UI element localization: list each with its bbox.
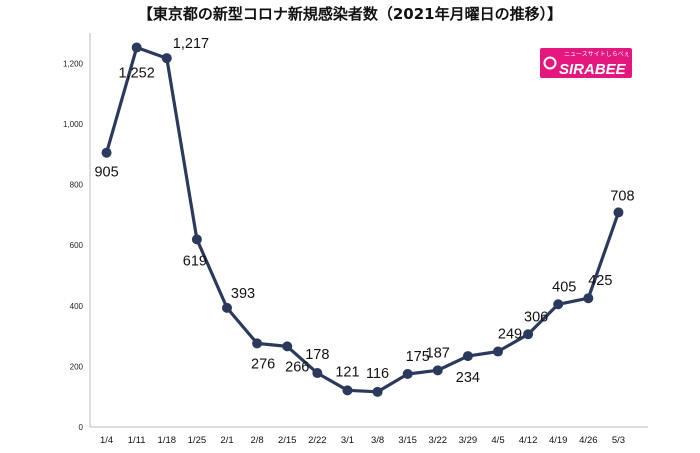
logo-name: SIRABEE [559, 61, 627, 78]
data-label: 249 [498, 327, 522, 343]
series-polyline [105, 45, 621, 394]
y-axis-ticks: 0 200 400 600 800 1,000 1,200 [63, 59, 84, 432]
axes [89, 33, 648, 428]
x-tick-label: 3/1 [341, 435, 354, 446]
data-point [101, 147, 112, 158]
x-tick-label: 2/22 [308, 435, 327, 446]
data-point [613, 207, 624, 218]
data-label: 1,217 [173, 36, 209, 52]
logo-mark-icon [543, 56, 557, 70]
data-label: 234 [456, 370, 480, 386]
logo-tagline: ニュースサイトしらべぇ [564, 51, 630, 58]
data-label: 393 [231, 286, 255, 302]
data-label: 708 [610, 188, 634, 204]
x-axis-ticks: 1/4 1/11 1/18 1/25 2/1 2/8 2/15 2/22 3/1 3/8 3/15 3… [100, 435, 625, 446]
data-label: 1,252 [119, 66, 155, 82]
x-tick-label: 2/8 [251, 435, 264, 446]
x-tick-label: 3/15 [398, 435, 417, 446]
sirabee-logo: ニュースサイトしらべぇ SIRABEE [540, 48, 632, 78]
data-point [342, 385, 353, 396]
data-point [282, 341, 293, 352]
data-point [161, 53, 172, 64]
data-points [101, 42, 624, 397]
x-tick-label: 2/15 [278, 435, 297, 446]
data-point [131, 42, 142, 53]
x-tick-label: 1/18 [158, 435, 177, 446]
data-point [462, 351, 473, 362]
series-line [105, 45, 621, 394]
x-tick-label: 4/12 [519, 435, 538, 446]
data-point [222, 302, 233, 313]
data-point [252, 338, 263, 349]
data-label: 276 [251, 356, 275, 372]
logo-background [540, 48, 632, 78]
x-tick-label: 3/29 [459, 435, 478, 446]
data-point [432, 365, 443, 376]
x-tick-label: 1/11 [128, 435, 146, 446]
data-point [372, 386, 383, 397]
y-tick-label: 400 [70, 302, 84, 311]
data-label: 178 [305, 347, 329, 363]
x-tick-label: 4/5 [491, 435, 504, 446]
x-tick-label: 4/26 [579, 435, 598, 446]
x-tick-label: 2/1 [220, 435, 233, 446]
data-label: 116 [366, 366, 389, 382]
data-label: 619 [183, 253, 207, 269]
data-label: 187 [426, 345, 450, 361]
data-point [553, 299, 564, 310]
x-tick-label: 5/3 [612, 435, 625, 446]
x-tick-label: 3/22 [429, 435, 448, 446]
x-tick-label: 1/25 [188, 435, 207, 446]
data-label: 905 [94, 165, 118, 181]
data-label: 306 [524, 309, 548, 325]
data-label: 121 [335, 364, 359, 380]
chart-title: 【東京都の新型コロナ新規感染者数（2021年月曜日の推移）】 [138, 5, 562, 23]
y-tick-label: 1,000 [63, 120, 84, 129]
data-point [583, 293, 594, 304]
data-label: 425 [588, 273, 612, 289]
y-tick-label: 200 [70, 362, 84, 371]
y-tick-label: 800 [70, 181, 84, 190]
x-tick-label: 4/19 [549, 435, 568, 446]
data-point [191, 234, 202, 245]
x-tick-label: 3/8 [371, 435, 384, 446]
data-point [312, 368, 323, 379]
x-tick-label: 1/4 [100, 435, 113, 446]
data-point [523, 329, 534, 340]
data-point [493, 346, 504, 357]
data-label: 405 [552, 279, 576, 295]
y-tick-label: 0 [79, 423, 84, 432]
data-point [402, 368, 413, 379]
y-tick-label: 600 [70, 241, 84, 250]
data-label: 175 [406, 349, 430, 365]
data-label: 266 [285, 359, 309, 375]
y-tick-label: 1,200 [63, 59, 84, 68]
